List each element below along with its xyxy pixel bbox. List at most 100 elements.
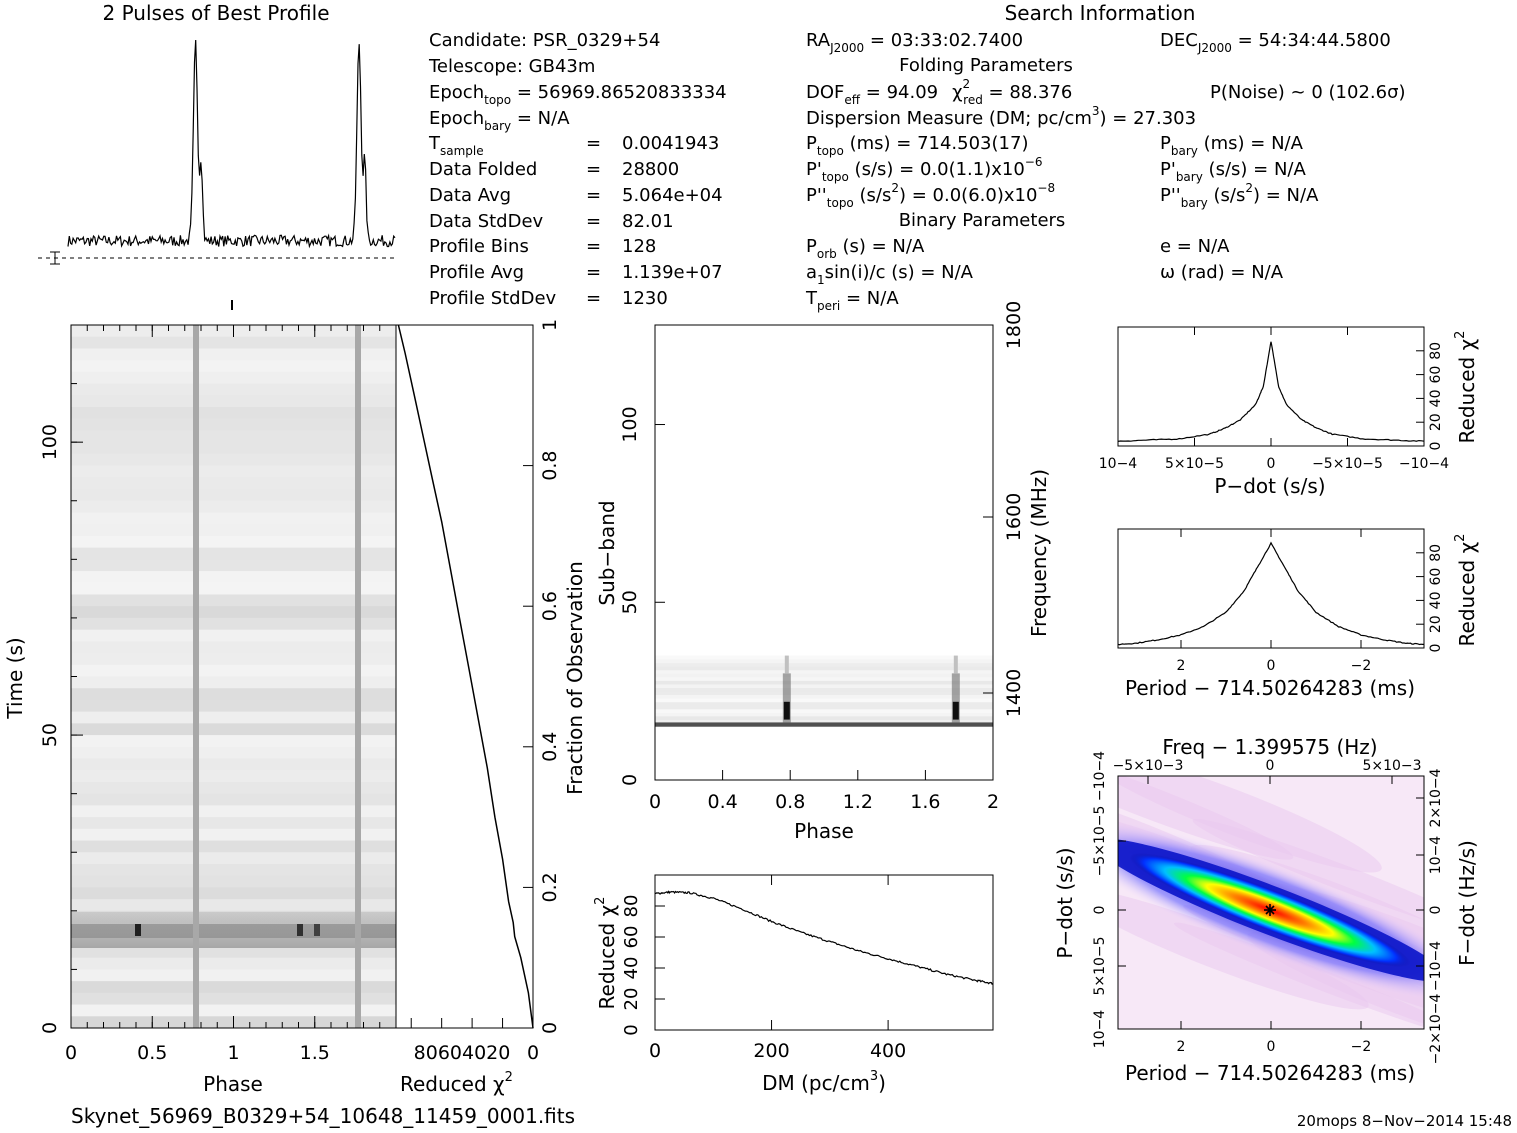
tick-label: −10−4 xyxy=(1399,456,1449,472)
dm-axis-label: DM (pc/cm3) xyxy=(762,1069,886,1095)
eq: = xyxy=(586,211,601,232)
pddbary-line: P''bary (s/s2) = N/A xyxy=(1160,181,1319,210)
tick-label: 0 xyxy=(619,774,641,786)
subband-row xyxy=(655,687,993,692)
tick-label: −10−4 xyxy=(1428,941,1444,991)
tick-label: 0.4 xyxy=(539,732,561,762)
tick-label: 1800 xyxy=(1003,301,1025,349)
time-row xyxy=(71,723,396,736)
pddtopo-exp: −8 xyxy=(1037,181,1055,195)
tick-label: 2×10−4 xyxy=(1428,768,1444,827)
time-row xyxy=(71,383,396,396)
dm-label: Dispersion Measure (DM; pc/cm xyxy=(806,108,1092,129)
time-row xyxy=(71,863,396,877)
tick-label: 5×10−3 xyxy=(1362,758,1421,774)
data-folded-label: Data Folded xyxy=(429,159,537,180)
tick-label: 40 xyxy=(621,957,642,980)
pddtopo-value: (s/s xyxy=(854,185,892,206)
data-stddev-label: Data StdDev xyxy=(429,211,544,232)
subband-plot: 0 0.4 0.8 1.2 1.6 2 0 50 100 1400 1600 1800 Sub−ban… xyxy=(595,301,1051,843)
pddbary-value2: ) = N/A xyxy=(1253,185,1319,206)
porb-line: Porb (s) = N/A xyxy=(806,236,925,261)
tick-label: 0 xyxy=(1428,644,1444,653)
tick-label: 0 xyxy=(1267,456,1276,472)
tick-label: 80 xyxy=(1428,544,1444,562)
tick-label: −5×10−5 xyxy=(1092,806,1108,877)
subband-frame xyxy=(654,324,994,781)
eq: = xyxy=(586,159,601,180)
time-row xyxy=(71,617,396,631)
pdot-frame xyxy=(1117,326,1425,447)
eq: = xyxy=(586,236,601,257)
tick-label: 2 xyxy=(1177,658,1186,674)
tick-label: 20 xyxy=(1428,615,1444,633)
pdot-chi2-plot: 10−4 5×10−5 0 −5×10−5 −10−4 0 20 40 60 80 P−dot (… xyxy=(1099,326,1479,498)
tick-label: −5×10−5 xyxy=(1312,456,1383,472)
tick-label: 20 xyxy=(1428,413,1444,431)
map-streak xyxy=(1118,776,1382,873)
time-row xyxy=(71,887,396,900)
tick-label: 10−4 xyxy=(1099,456,1138,472)
time-row xyxy=(71,606,396,619)
hot-pixel xyxy=(135,924,141,936)
search-info: RAJ2000 = 03:33:02.7400 DECJ2000 = 54:34… xyxy=(805,30,1406,313)
tick-label: 0.8 xyxy=(775,791,805,813)
subband-row xyxy=(655,712,993,717)
time-row xyxy=(71,746,396,760)
tick-label: 1400 xyxy=(1003,669,1025,717)
data-folded-value: 28800 xyxy=(622,159,679,180)
pddtopo-value2: ) = 0.0(6.0)x10 xyxy=(899,185,1037,206)
period-chi2-label: Reduced χ2 xyxy=(1453,534,1479,647)
subband-row xyxy=(655,708,993,713)
tick-label: 0 xyxy=(1266,758,1275,774)
subband-row xyxy=(655,662,993,667)
subband-row xyxy=(655,680,993,685)
subband-row xyxy=(655,691,993,696)
time-row xyxy=(71,477,396,490)
dm-value: ) = 27.303 xyxy=(1100,108,1197,129)
subband-row xyxy=(655,694,993,699)
time-row xyxy=(71,641,396,654)
tick-label: 0 xyxy=(1092,906,1108,915)
candidate-info: Candidate: PSR_0329+54 Telescope: GB43m … xyxy=(428,30,727,309)
epoch-topo-value: = 56969.86520833334 xyxy=(511,82,726,103)
subband-pulse xyxy=(782,673,791,724)
subband-pulse-faint xyxy=(953,655,958,674)
ra-value: = 03:33:02.7400 xyxy=(864,30,1023,51)
time-row xyxy=(71,489,396,502)
fraction-line xyxy=(397,324,534,1029)
dof-value: = 94.09 xyxy=(860,82,938,103)
time-row xyxy=(71,1004,396,1017)
time-row xyxy=(71,407,396,420)
period-line xyxy=(1117,541,1424,646)
footer-stamp: 20mops 8−Nov−2014 15:48 xyxy=(1297,1112,1512,1130)
profile-bins-label: Profile Bins xyxy=(429,236,529,257)
time-row xyxy=(71,395,396,408)
data-avg-label: Data Avg xyxy=(429,185,511,206)
time-row xyxy=(71,453,396,467)
profile-stddev-value: 1230 xyxy=(622,288,668,309)
epoch-bary-line: Epochbary = N/A xyxy=(429,108,570,133)
tick-label: −5×10−3 xyxy=(1113,758,1184,774)
porb-value: (s) = N/A xyxy=(837,236,925,257)
eq: = xyxy=(586,133,601,154)
epoch-bary-value: = N/A xyxy=(511,108,570,129)
tick-label: 0 xyxy=(527,1042,539,1064)
time-row xyxy=(71,981,396,994)
pdot-axis-label: P−dot (s/s) xyxy=(1214,474,1325,498)
pdbary-value: (s/s) = N/A xyxy=(1203,159,1307,180)
time-row xyxy=(71,828,396,842)
tick-label: 0 xyxy=(39,1022,61,1034)
tick-label: 0 xyxy=(539,1022,561,1034)
time-row xyxy=(71,360,396,373)
pdtopo-line: P'topo (s/s) = 0.0(1.1)x10−6 xyxy=(806,155,1043,184)
binary-title: Binary Parameters xyxy=(899,210,1066,231)
dm-chi2-label: Reduced χ2 xyxy=(593,897,619,1010)
tick-label: 1 xyxy=(539,319,561,331)
ecc-line: e = N/A xyxy=(1160,236,1230,257)
subband-row xyxy=(655,698,993,703)
tick-label: 60 xyxy=(1428,366,1444,384)
dm-line: Dispersion Measure (DM; pc/cm3) = 27.303 xyxy=(806,104,1196,129)
time-row xyxy=(71,500,396,513)
